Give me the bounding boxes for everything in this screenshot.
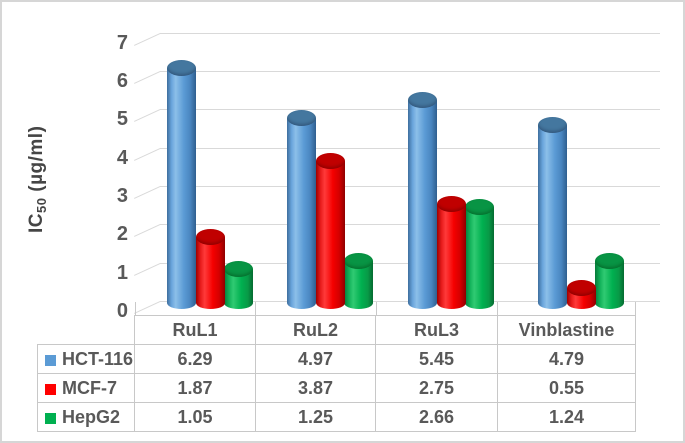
value-cell: 1.87 [134, 373, 256, 403]
bar-body [166, 67, 196, 309]
bar-top-ellipse [344, 253, 373, 270]
legend-swatch-icon [45, 354, 56, 366]
legend-cell: HepG2 [37, 402, 135, 432]
bar-cylinder-HCT-116-RuL3 [408, 92, 437, 309]
bar-top-ellipse [595, 253, 624, 270]
bar-top-ellipse [287, 110, 316, 127]
bar-body [465, 207, 494, 309]
bar-body [538, 125, 567, 309]
value-cell: 2.66 [375, 402, 498, 432]
gridline-depth-connector [134, 70, 161, 84]
bar-top-ellipse [316, 152, 345, 169]
gridline-depth-connector [134, 32, 161, 46]
y-tick-label: 3 [116, 185, 128, 207]
legend-label: HCT-116 [62, 348, 134, 369]
bar-cylinder-HCT-116-RuL1 [166, 59, 196, 309]
y-tick-label: 5 [116, 108, 128, 131]
gridline-depth-connector [134, 109, 161, 123]
bar-top-ellipse [195, 229, 225, 246]
category-axis-tick [375, 302, 377, 315]
value-cell: 2.75 [375, 373, 498, 403]
plot-area: IC50 (µg/ml) 0 1 2 3 4 5 6 7 [2, 2, 683, 322]
category-axis-tick [134, 302, 136, 315]
bar-cylinder-MCF-7-RuL1 [195, 229, 225, 309]
value-cell: 3.87 [255, 373, 376, 403]
gridline-depth-connector [134, 262, 161, 276]
bar-top-ellipse [166, 59, 196, 76]
y-axis-title: IC50 (µg/ml) [26, 79, 49, 279]
bar-body [316, 160, 345, 309]
bar-cylinder-HepG2-Vinblastine [595, 253, 624, 309]
bar-top-ellipse [465, 199, 494, 216]
bar-cylinder-HCT-116-RuL2 [287, 110, 316, 309]
bar-body [287, 118, 316, 309]
bar-cylinder-HCT-116-Vinblastine [538, 117, 567, 309]
bar-top-ellipse [437, 195, 466, 212]
bar-body [195, 237, 225, 309]
data-table: RuL1 RuL2 RuL3 Vinblastine HCT-116 6.29 4.97 5.… [37, 315, 636, 432]
bar-body [595, 261, 624, 309]
y-tick-label: 7 [116, 31, 128, 54]
table-corner-cell [38, 316, 135, 345]
value-cell: 5.45 [375, 344, 498, 374]
legend-label: MCF-7 [62, 377, 117, 398]
value-cell: 4.79 [497, 344, 636, 374]
category-header-cell: Vinblastine [497, 315, 636, 345]
gridline-depth-connector [134, 147, 161, 161]
value-cell: 0.55 [497, 373, 636, 403]
bar-cylinder-MCF-7-RuL2 [316, 152, 345, 309]
legend-cell: HCT-116 [37, 344, 135, 374]
bar-cylinder-HepG2-RuL2 [344, 253, 373, 309]
value-cell: 6.29 [134, 344, 256, 374]
table-row: MCF-7 1.87 3.87 2.75 0.55 [37, 373, 636, 403]
bar-top-ellipse [538, 117, 567, 134]
value-cell: 1.05 [134, 402, 256, 432]
bar-body [344, 261, 373, 309]
y-axis-title-text: IC50 (µg/ml) [26, 125, 49, 233]
gridline-depth-connector [134, 185, 161, 199]
bar-cylinder-HepG2-RuL3 [465, 199, 494, 309]
table-row: HepG2 1.05 1.25 2.66 1.24 [37, 402, 636, 432]
category-header-cell: RuL2 [255, 315, 376, 345]
gridline [160, 71, 660, 73]
legend-swatch-icon [45, 412, 56, 424]
bar-top-ellipse [567, 279, 596, 296]
bar-body [437, 203, 466, 309]
y-tick-label: 0 [116, 300, 128, 322]
bar-top-ellipse [408, 92, 437, 109]
table-header-row: RuL1 RuL2 RuL3 Vinblastine [38, 315, 636, 345]
value-cell: 1.24 [497, 402, 636, 432]
bar-top-ellipse [223, 260, 253, 277]
table-row: HCT-116 6.29 4.97 5.45 4.79 [37, 344, 636, 374]
legend-label: HepG2 [62, 406, 121, 427]
gridline-depth-connector [134, 224, 161, 238]
y-tick-label: 6 [116, 70, 128, 93]
legend-cell: MCF-7 [37, 373, 135, 403]
bar-cylinder-HepG2-RuL1 [223, 260, 253, 309]
bar-body [408, 100, 437, 309]
y-tick-label: 1 [116, 261, 128, 284]
y-tick-label: 4 [116, 146, 128, 169]
category-header-cell: RuL1 [134, 315, 256, 345]
legend-swatch-icon [45, 383, 56, 395]
y-tick-label: 2 [116, 223, 128, 246]
bar-cylinder-MCF-7-RuL3 [437, 195, 466, 309]
category-axis-tick [497, 302, 498, 315]
gridline [160, 32, 660, 34]
category-axis-tick [255, 302, 256, 315]
category-axis-tick [635, 302, 636, 315]
category-header-cell: RuL3 [375, 315, 498, 345]
gridline-depth-connector [134, 300, 161, 314]
value-cell: 4.97 [255, 344, 376, 374]
bar-cylinder-MCF-7-Vinblastine [567, 279, 596, 309]
value-cell: 1.25 [255, 402, 376, 432]
